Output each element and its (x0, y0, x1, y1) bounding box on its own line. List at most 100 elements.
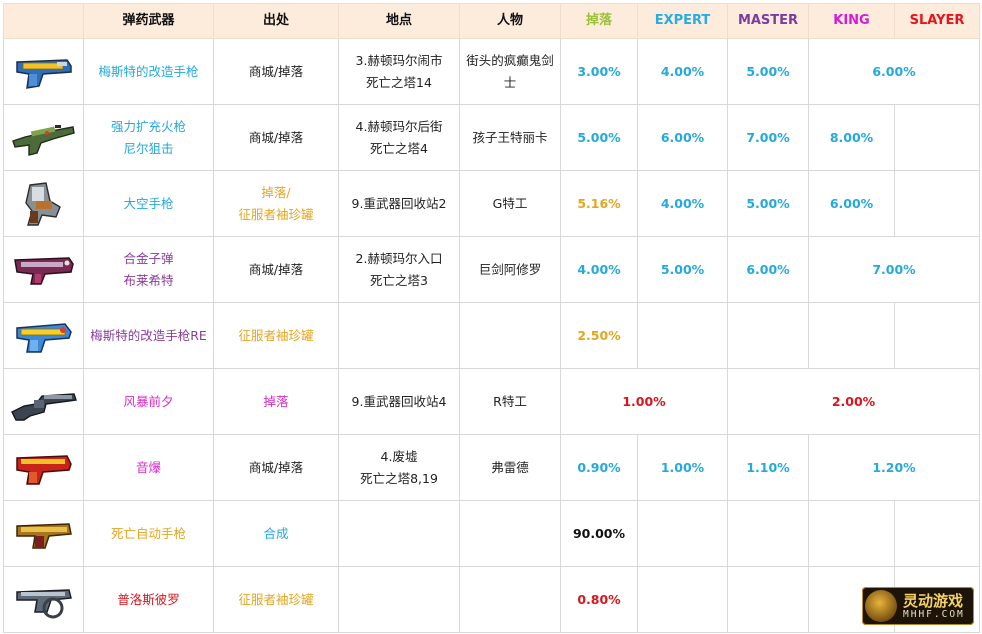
weapon-name-line: 音爆 (135, 459, 161, 475)
master-rate: 1.10% (727, 434, 809, 501)
weapon-name-line: 风暴前夕 (123, 393, 174, 409)
prospero-pistol-icon (3, 566, 84, 633)
expert-rate (637, 302, 728, 369)
location-cell: 9.重武器回收站4 (338, 368, 460, 435)
source-cell: 商城/掉落 (213, 104, 339, 171)
king-slayer-rate: 6.00% (808, 38, 980, 105)
expert-rate (637, 500, 728, 567)
table-row: 音爆 商城/掉落 4.废墟 死亡之塔8,19 弗雷德 0.90% 1.00% 1.10% 1.2… (3, 434, 980, 501)
location-cell: 4.赫顿玛尔后街 死亡之塔4 (338, 104, 460, 171)
table-row: 死亡自动手枪 合成 90.00% (3, 500, 980, 567)
expert-rate: 4.00% (637, 170, 728, 237)
king-rate (808, 302, 895, 369)
expert-rate (637, 566, 728, 633)
source-cell-line: 征服者袖珍罐 (238, 206, 314, 222)
header-slayer: SLAYER (894, 3, 980, 39)
source-cell: 征服者袖珍罐 (213, 566, 339, 633)
king-slayer-rate: 7.00% (808, 236, 980, 303)
storm-revolver-icon (3, 368, 84, 435)
drop-rate: 3.00% (560, 38, 638, 105)
watermark-cn: 灵动游戏 (903, 592, 964, 610)
king-rate: 8.00% (808, 104, 895, 171)
source-cell: 征服者袖珍罐 (213, 302, 339, 369)
slayer-rate (894, 170, 980, 237)
green-rifle-icon (3, 104, 84, 171)
character-cell (459, 566, 561, 633)
table-row: 合金子弹 布莱希特 商城/掉落 2.赫顿玛尔入口 死亡之塔3 巨剑阿修罗 4.00% 5.00… (3, 236, 980, 303)
header-king: KING (808, 3, 895, 39)
weapon-name-line: 梅斯特的改造手枪RE (90, 327, 207, 343)
slayer-rate (894, 104, 980, 171)
character-cell-line: 孩子王特丽卡 (472, 129, 548, 145)
location-cell: 4.废墟死亡之塔8,19 (338, 434, 460, 501)
header-location: 地点 (338, 3, 460, 39)
alloy-bullet-pistol-icon (3, 236, 84, 303)
source-cell-line: 掉落/ (261, 184, 291, 200)
location-cell-line: 死亡之塔3 (370, 272, 428, 288)
weapon-name-line: 布莱希特 (123, 272, 174, 288)
master-rate: 5.00% (727, 170, 809, 237)
character-cell: R特工 (459, 368, 561, 435)
table-row: 梅斯特的改造手枪 商城/掉落 3.赫顿玛尔闹市 死亡之塔14 街头的疯癫鬼剑士 3.00%… (3, 38, 980, 105)
weapon-name[interactable]: 梅斯特的改造手枪 (83, 38, 214, 105)
location-cell-line: 死亡之塔8,19 (360, 470, 438, 486)
character-cell-line: 巨剑阿修罗 (478, 261, 542, 277)
location-cell-line: 2.赫顿玛尔入口 (355, 250, 443, 266)
weapon-name[interactable]: 风暴前夕 (83, 368, 214, 435)
king-rate (808, 500, 895, 567)
character-cell-line: G特工 (492, 195, 528, 211)
header-source: 出处 (213, 3, 339, 39)
weapon-name[interactable]: 普洛斯彼罗 (83, 566, 214, 633)
mascot-icon (865, 590, 897, 622)
space-pistol-icon (3, 170, 84, 237)
weapon-name[interactable]: 音爆 (83, 434, 214, 501)
weapon-name[interactable]: 梅斯特的改造手枪RE (83, 302, 214, 369)
weapon-name-line: 死亡自动手枪 (110, 525, 186, 541)
location-cell-line: 4.废墟 (380, 448, 418, 464)
master-rate: 7.00% (727, 104, 809, 171)
expert-rate: 5.00% (637, 236, 728, 303)
location-cell-line: 死亡之塔14 (366, 74, 432, 90)
king-slayer-rate: 1.20% (808, 434, 980, 501)
header-drop: 掉落 (560, 3, 638, 39)
character-cell-line: 士 (503, 74, 517, 90)
location-cell: 9.重武器回收站2 (338, 170, 460, 237)
table-body: 梅斯特的改造手枪 商城/掉落 3.赫顿玛尔闹市 死亡之塔14 街头的疯癫鬼剑士 3.00%… (3, 38, 980, 633)
source-cell: 商城/掉落 (213, 236, 339, 303)
weapon-name-line: 尼尔狙击 (123, 140, 174, 156)
weapon-name-line: 合金子弹 (123, 250, 174, 266)
location-cell-line: 9.重武器回收站4 (351, 393, 447, 409)
master-slayer-rate: 2.00% (727, 368, 980, 435)
expert-rate: 6.00% (637, 104, 728, 171)
header-character: 人物 (459, 3, 561, 39)
location-cell-line: 3.赫顿玛尔闹市 (355, 52, 443, 68)
drop-rate: 0.90% (560, 434, 638, 501)
watermark-en: MHHF.COM (903, 609, 965, 620)
master-rate: 5.00% (727, 38, 809, 105)
location-cell (338, 302, 460, 369)
weapon-drop-table: 弹药武器 出处 地点 人物 掉落 EXPERT MASTER KING SLAY… (3, 3, 980, 633)
drop-rate: 4.00% (560, 236, 638, 303)
weapon-name[interactable]: 强力扩充火枪 尼尔狙击 (83, 104, 214, 171)
expert-rate: 1.00% (637, 434, 728, 501)
location-cell (338, 566, 460, 633)
source-cell: 掉落 (213, 368, 339, 435)
source-cell: 掉落/征服者袖珍罐 (213, 170, 339, 237)
character-cell: G特工 (459, 170, 561, 237)
drop-rate: 0.80% (560, 566, 638, 633)
source-cell: 商城/掉落 (213, 434, 339, 501)
table-row: 强力扩充火枪 尼尔狙击 商城/掉落 4.赫顿玛尔后街 死亡之塔4 孩子王特丽卡 5.00% 6… (3, 104, 980, 171)
table-row: 普洛斯彼罗 征服者袖珍罐 0.80% (3, 566, 980, 633)
character-cell (459, 500, 561, 567)
header-expert: EXPERT (637, 3, 728, 39)
character-cell-line: 街头的疯癫鬼剑 (466, 52, 554, 68)
weapon-name[interactable]: 死亡自动手枪 (83, 500, 214, 567)
watermark-logo: 灵动游戏 MHHF.COM (862, 587, 974, 625)
header-icon (3, 3, 84, 39)
drop-rate: 90.00% (560, 500, 638, 567)
table-row: 风暴前夕 掉落 9.重武器回收站4 R特工 1.00% 2.00% (3, 368, 980, 435)
character-cell-line: R特工 (493, 393, 527, 409)
weapon-name[interactable]: 合金子弹 布莱希特 (83, 236, 214, 303)
blue-yellow-pistol-re-icon (3, 302, 84, 369)
weapon-name[interactable]: 大空手枪 (83, 170, 214, 237)
